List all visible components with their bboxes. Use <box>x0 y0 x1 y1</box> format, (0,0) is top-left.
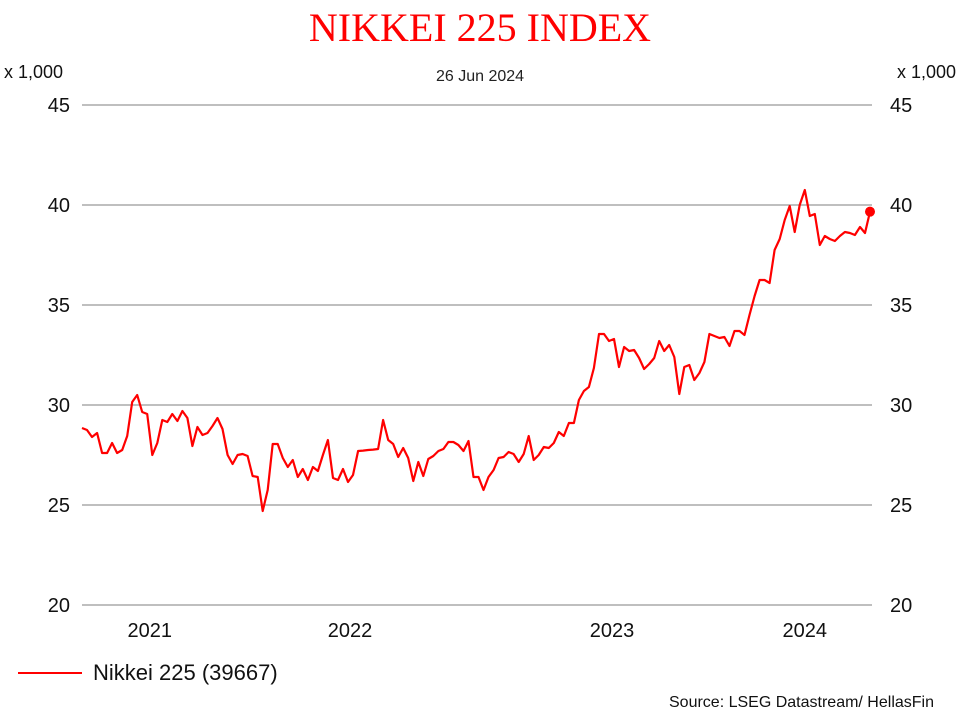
legend: Nikkei 225 (39667) <box>18 660 278 686</box>
legend-label: Nikkei 225 (39667) <box>93 660 278 685</box>
x-tick-label: 2022 <box>328 620 373 642</box>
x-tick-label: 2023 <box>590 620 635 642</box>
y-tick-left: 20 <box>48 595 70 617</box>
y-tick-right: 25 <box>890 495 912 517</box>
y-unit-right: x 1,000 <box>896 62 956 82</box>
source-note: Source: LSEG Datastream/ HellasFin <box>669 694 934 711</box>
x-tick-label: 2021 <box>128 620 173 642</box>
y-tick-left: 25 <box>48 495 70 517</box>
y-tick-right: 40 <box>890 195 912 217</box>
x-tick-label: 2024 <box>783 620 828 642</box>
y-tick-right: 20 <box>890 595 912 617</box>
y-tick-left: 45 <box>48 95 70 117</box>
y-tick-right: 30 <box>890 395 912 417</box>
last-value-marker <box>865 206 875 217</box>
y-tick-left: 35 <box>48 295 70 317</box>
series-line-nikkei-225 <box>81 188 872 513</box>
y-tick-left: 40 <box>48 195 70 217</box>
y-tick-right: 45 <box>890 95 912 117</box>
chart-title: NIKKEI 225 INDEX <box>308 5 652 50</box>
y-tick-left: 30 <box>48 395 70 417</box>
legend-swatch <box>18 672 82 674</box>
y-unit-left: x 1,000 <box>4 62 64 82</box>
y-tick-right: 35 <box>890 295 912 317</box>
chart-date: 26 Jun 2024 <box>435 68 525 85</box>
